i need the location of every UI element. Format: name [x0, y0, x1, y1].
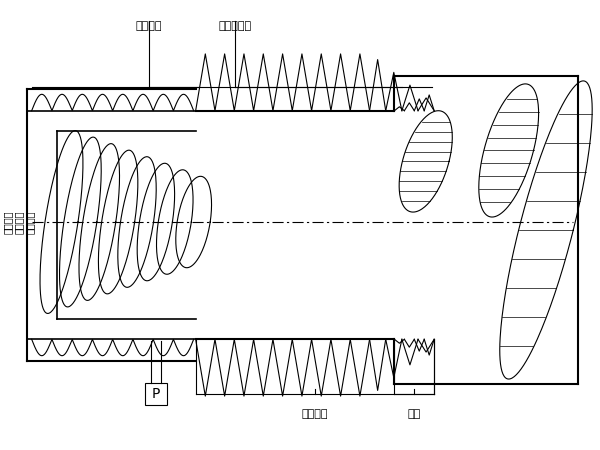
Text: 有效螺纹: 有效螺纹 [302, 409, 328, 419]
Text: 完整螺纹: 完整螺纹 [136, 21, 162, 31]
Bar [145, 383, 167, 405]
Text: P: P [152, 387, 160, 401]
Text: 螺纹大径: 螺纹大径 [3, 210, 13, 234]
Text: 不完整螺纹: 不完整螺纹 [219, 21, 252, 31]
Text: 螺纹中径: 螺纹中径 [14, 210, 24, 234]
Text: 螺尾: 螺尾 [407, 409, 421, 419]
Text: 螺纹小径: 螺纹小径 [25, 210, 35, 234]
